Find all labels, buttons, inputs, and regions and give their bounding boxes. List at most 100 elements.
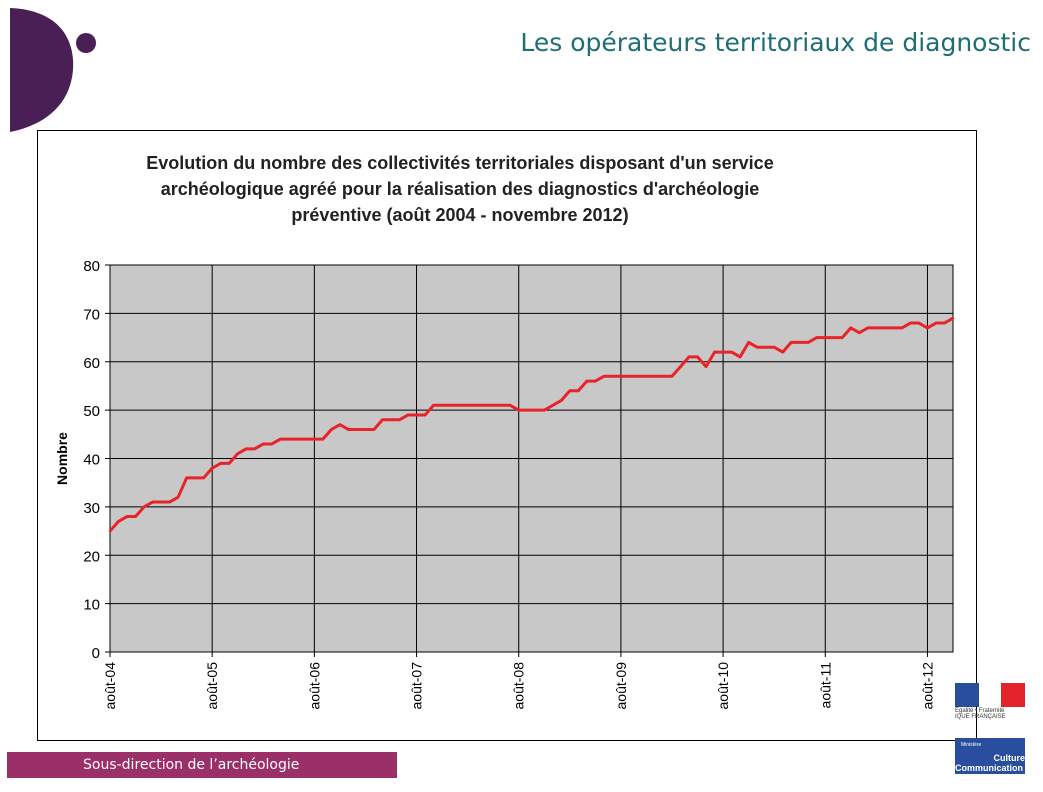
data-point [449, 404, 452, 407]
footer-bar: Sous-direction de l’archéologie [7, 752, 397, 778]
data-point [875, 326, 878, 330]
data-point [355, 428, 359, 431]
y-tick-label: 50 [83, 403, 100, 420]
data-point [389, 418, 393, 421]
data-point [125, 515, 129, 518]
chart-title-line: préventive (août 2004 - novembre 2012) [291, 205, 629, 225]
data-point [849, 326, 853, 330]
data-point [543, 408, 546, 412]
data-point [892, 326, 895, 330]
data-point [568, 389, 572, 392]
data-point [943, 321, 946, 325]
data-point [151, 500, 154, 504]
data-point [457, 404, 461, 407]
data-point [262, 442, 265, 446]
data-point [841, 336, 844, 339]
x-tick-label: août-11 [817, 662, 833, 709]
data-point [926, 326, 929, 330]
data-point [168, 500, 171, 504]
data-point [594, 379, 597, 383]
x-tick-label: août-10 [715, 662, 731, 710]
y-tick-label: 70 [83, 306, 100, 323]
data-point [577, 389, 580, 392]
slide-title: Les opérateurs territoriaux de diagnosti… [520, 28, 1031, 57]
data-point [636, 375, 640, 378]
data-point [824, 336, 827, 339]
data-point [321, 437, 325, 441]
data-point [279, 437, 282, 441]
y-tick-label: 40 [83, 452, 100, 469]
data-point [202, 476, 205, 480]
data-point [381, 418, 384, 421]
data-point [730, 350, 733, 354]
data-point [134, 515, 137, 518]
ministry-logo: Ministère Culture Communication [955, 738, 1025, 774]
data-point [807, 341, 810, 344]
data-point [219, 462, 222, 465]
footer-label: Sous-direction de l’archéologie [83, 757, 300, 773]
series-line [108, 316, 954, 533]
data-point [491, 404, 495, 407]
data-point [645, 375, 648, 378]
data-point [253, 447, 256, 451]
y-tick-label: 30 [83, 500, 100, 517]
data-point [628, 375, 631, 378]
data-point [236, 452, 239, 455]
data-point [858, 331, 861, 334]
y-tick-label: 20 [83, 548, 100, 565]
data-point [883, 326, 887, 330]
data-point [500, 404, 503, 407]
data-point [611, 375, 614, 378]
x-tick-label: août-12 [919, 662, 935, 710]
data-point [347, 428, 350, 431]
chart-title-line: archéologique agréé pour la réalisation … [160, 179, 760, 199]
y-tick-label: 80 [83, 258, 100, 275]
data-point [704, 365, 708, 368]
data-point [755, 346, 759, 349]
data-point [798, 341, 801, 344]
data-point [738, 355, 742, 359]
data-point [185, 476, 188, 480]
data-point [415, 413, 418, 417]
data-point [406, 413, 410, 417]
data-point [534, 408, 537, 412]
data-point [687, 355, 691, 359]
data-point [440, 404, 444, 407]
data-point [176, 496, 180, 499]
data-point [372, 428, 376, 431]
data-point [466, 404, 469, 407]
data-point [560, 399, 563, 402]
data-point [662, 375, 665, 378]
y-tick-label: 60 [83, 355, 100, 372]
data-point [670, 375, 674, 378]
data-point [653, 375, 657, 378]
data-point [108, 529, 112, 533]
data-point [304, 437, 308, 441]
data-point [364, 428, 367, 431]
data-point [917, 321, 921, 325]
marianne-logo [955, 683, 1025, 707]
data-point [287, 437, 291, 441]
data-point [517, 408, 520, 412]
data-point [619, 375, 623, 378]
data-point [832, 336, 835, 339]
data-point [764, 346, 767, 349]
data-point [270, 442, 273, 446]
data-point [432, 404, 435, 407]
data-point [713, 350, 716, 354]
data-point [338, 423, 342, 426]
data-point [585, 379, 589, 383]
logo [10, 8, 96, 132]
x-tick-label: août-05 [204, 662, 220, 710]
data-point [747, 341, 750, 344]
data-point [296, 437, 299, 441]
data-point [909, 321, 912, 325]
data-point [423, 413, 427, 417]
data-point [721, 350, 725, 354]
chart-title: Evolution du nombre des collectivités te… [60, 150, 860, 228]
data-point [696, 355, 699, 359]
data-point [526, 408, 529, 412]
data-point [483, 404, 486, 407]
data-point [313, 437, 316, 441]
